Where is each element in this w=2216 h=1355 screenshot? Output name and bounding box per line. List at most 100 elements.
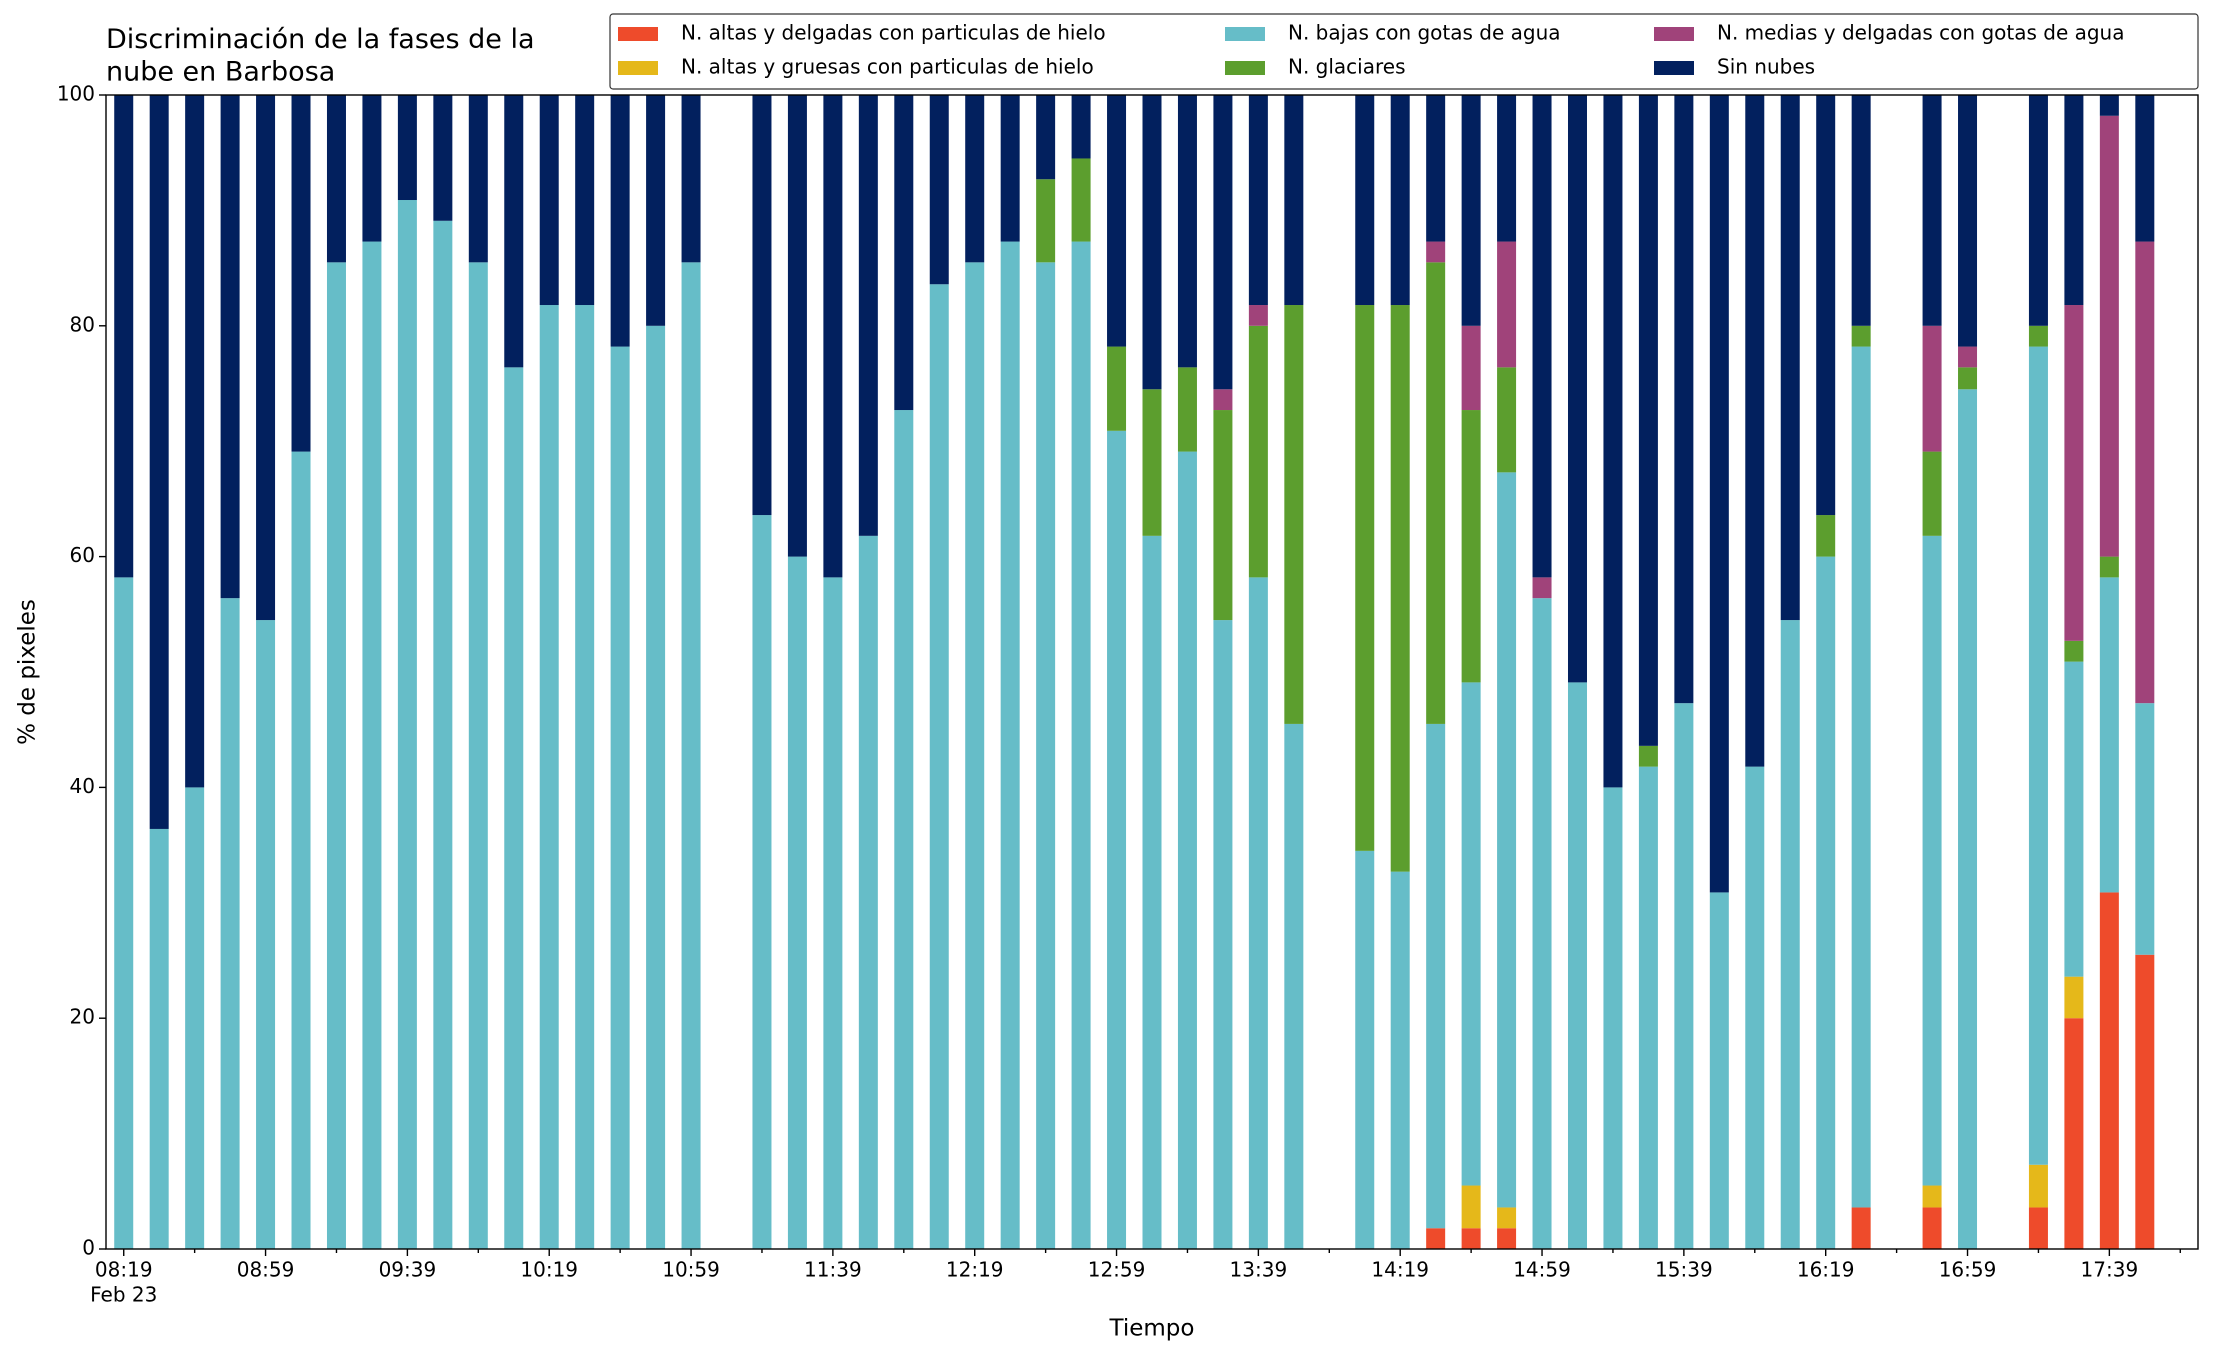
- bar-segment: [2099, 892, 2119, 1249]
- bar-segment: [114, 577, 134, 1249]
- bar-segment: [858, 535, 878, 1249]
- bar-segment: [1284, 305, 1304, 724]
- bar-segment: [2135, 95, 2155, 242]
- bar-segment: [1674, 703, 1694, 1249]
- bar-segment: [1461, 325, 1481, 411]
- legend-swatch: [1654, 27, 1694, 41]
- bar-segment: [1638, 745, 1658, 767]
- bar-segment: [1567, 95, 1587, 683]
- bar-segment: [539, 95, 559, 306]
- bar-segment: [326, 95, 346, 263]
- bar-segment: [2028, 346, 2048, 1165]
- y-tick-label: 0: [82, 1236, 95, 1260]
- bar-segment: [1851, 1207, 1871, 1249]
- bar-segment: [1958, 367, 1978, 390]
- bar-segment: [610, 95, 630, 347]
- bar-segment: [1603, 95, 1623, 788]
- bar-segment: [1071, 95, 1091, 159]
- bar-segment: [1177, 367, 1197, 452]
- x-tick-label: 14:19: [1371, 1258, 1429, 1282]
- bar-segment: [1922, 325, 1942, 452]
- bar-segment: [858, 95, 878, 536]
- bar-segment: [291, 95, 311, 452]
- x-tick-label: 12:19: [946, 1258, 1004, 1282]
- bar-segment: [575, 95, 595, 306]
- bar-segment: [1248, 305, 1268, 326]
- bar-segment: [787, 556, 807, 1249]
- x-tick-label: 08:19: [95, 1258, 153, 1282]
- bar-segment: [1036, 179, 1056, 263]
- bar-segment: [1142, 535, 1162, 1249]
- bar-segment: [1532, 577, 1552, 599]
- bar-segment: [2135, 241, 2155, 704]
- bar-segment: [1958, 95, 1978, 347]
- legend-swatch: [618, 27, 658, 41]
- bar-segment: [646, 95, 666, 326]
- bar-segment: [575, 305, 595, 1249]
- bar-segment: [397, 95, 417, 201]
- bar-segment: [2064, 305, 2084, 641]
- bar-segment: [1177, 95, 1197, 368]
- bar-segment: [185, 95, 205, 788]
- bar-segment: [1603, 787, 1623, 1249]
- bar-segment: [1213, 620, 1233, 1249]
- bar-segment: [1213, 389, 1233, 411]
- bar-segment: [149, 828, 169, 1249]
- bar-segment: [1426, 241, 1446, 263]
- bar-segment: [1497, 472, 1517, 1208]
- bar-segment: [468, 95, 488, 263]
- bar-segment: [2028, 325, 2048, 347]
- bar-segment: [1461, 682, 1481, 1186]
- bar-segment: [1745, 95, 1765, 767]
- bar-segment: [433, 95, 453, 221]
- bar-segment: [646, 325, 666, 1249]
- bar-segment: [1532, 95, 1552, 578]
- bar-segment: [929, 95, 949, 285]
- bar-segment: [1000, 95, 1020, 242]
- x-date-label: Feb 23: [90, 1283, 157, 1307]
- legend-swatch: [618, 61, 658, 75]
- bar-segment: [1390, 871, 1410, 1249]
- bar-segment: [1851, 325, 1871, 347]
- bar-segment: [1461, 410, 1481, 683]
- bar-segment: [2028, 1207, 2048, 1249]
- bar-segment: [752, 515, 772, 1249]
- x-tick-label: 13:39: [1230, 1258, 1288, 1282]
- bar-segment: [1497, 1228, 1517, 1249]
- bar-segment: [1036, 95, 1056, 180]
- bar-segment: [1958, 346, 1978, 368]
- y-tick-label: 40: [70, 774, 95, 798]
- bar-segment: [2099, 115, 2119, 557]
- bar-segment: [2064, 976, 2084, 1019]
- bar-segment: [1497, 241, 1517, 368]
- legend-swatch: [1225, 61, 1265, 75]
- legend-label: Sin nubes: [1717, 55, 1815, 79]
- bar-segment: [397, 200, 417, 1249]
- bar-segment: [1284, 723, 1304, 1249]
- bar-segment: [2028, 1164, 2048, 1208]
- bar-segment: [1497, 1207, 1517, 1229]
- bar-segment: [2064, 661, 2084, 977]
- bar-segment: [1851, 346, 1871, 1208]
- bar-segment: [1426, 1228, 1446, 1249]
- bar-segment: [1922, 535, 1942, 1186]
- bar-segment: [1248, 325, 1268, 578]
- bar-segment: [220, 598, 240, 1249]
- bar-segment: [1461, 95, 1481, 326]
- bar-segment: [1107, 430, 1127, 1250]
- bar-segment: [1213, 95, 1233, 390]
- bar-segment: [326, 262, 346, 1250]
- bar-segment: [1177, 451, 1197, 1249]
- legend-label: N. glaciares: [1288, 55, 1406, 79]
- legend-label: N. altas y delgadas con particulas de hi…: [681, 21, 1106, 45]
- bar-segment: [965, 95, 985, 263]
- bar-segment: [1532, 598, 1552, 1249]
- x-tick-label: 10:19: [520, 1258, 578, 1282]
- bar-segment: [1638, 766, 1658, 1249]
- bar-segment: [1426, 262, 1446, 724]
- bar-segment: [823, 577, 843, 1249]
- x-tick-label: 14:59: [1513, 1258, 1571, 1282]
- y-tick-label: 60: [70, 543, 95, 567]
- bar-segment: [1780, 95, 1800, 621]
- legend-box: [609, 13, 2199, 90]
